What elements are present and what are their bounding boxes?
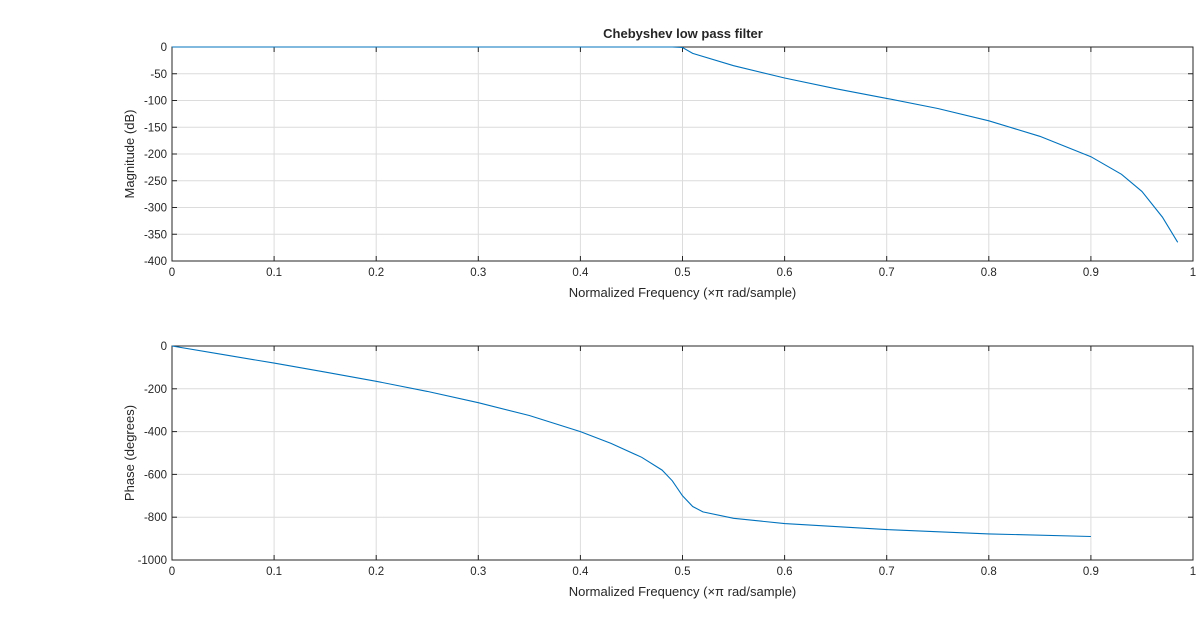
magnitude-y-tick-label: -400 [144, 256, 167, 268]
magnitude-x-tick-label: 0.9 [1083, 267, 1099, 279]
magnitude-x-tick-label: 0.7 [879, 267, 895, 279]
magnitude-y-tick-label: -50 [150, 69, 167, 81]
phase-x-tick-label: 0.3 [470, 566, 486, 578]
phase-x-tick-label: 0.5 [675, 566, 691, 578]
magnitude-x-tick-label: 0.2 [368, 267, 384, 279]
phase-y-tick-label: -600 [144, 469, 167, 481]
phase-x-axis-label: Normalized Frequency (×π rad/sample) [569, 584, 797, 599]
magnitude-y-axis-label: Magnitude (dB) [122, 110, 137, 199]
chart-title: Chebyshev low pass filter [603, 26, 763, 41]
phase-x-tick-label: 0.7 [879, 566, 895, 578]
magnitude-x-tick-label: 0 [169, 267, 175, 279]
phase-x-tick-label: 0.1 [266, 566, 282, 578]
phase-x-tick-label: 0.4 [572, 566, 589, 578]
magnitude-x-tick-label: 0.3 [470, 267, 486, 279]
magnitude-y-tick-label: -350 [144, 229, 167, 241]
phase-y-tick-label: -200 [144, 384, 167, 396]
magnitude-response-line [172, 46, 1179, 243]
magnitude-x-tick-label: 0.4 [572, 267, 589, 279]
magnitude-y-tick-label: -100 [144, 96, 167, 108]
phase-response-line [171, 345, 1091, 538]
phase-y-tick-label: -800 [144, 512, 167, 524]
magnitude-y-tick-label: -300 [144, 203, 167, 215]
magnitude-y-tick-label: -150 [144, 122, 167, 134]
phase-x-tick-label: 0.2 [368, 566, 384, 578]
phase-x-tick-label: 0.8 [981, 566, 997, 578]
magnitude-x-tick-label: 0.8 [981, 267, 997, 279]
magnitude-x-tick-label: 0.5 [675, 267, 691, 279]
phase-x-tick-label: 0.9 [1083, 566, 1099, 578]
phase-x-tick-label: 0 [169, 566, 175, 578]
phase-y-axis-label: Phase (degrees) [122, 405, 137, 501]
phase-x-tick-label: 1 [1190, 566, 1196, 578]
magnitude-x-tick-label: 0.1 [266, 267, 282, 279]
phase-x-tick-label: 0.6 [777, 566, 793, 578]
magnitude-y-tick-label: -200 [144, 149, 167, 161]
magnitude-x-tick-label: 0.6 [777, 267, 793, 279]
phase-y-tick-label: 0 [161, 341, 167, 353]
phase-y-tick-label: -1000 [138, 555, 167, 567]
magnitude-y-tick-label: -250 [144, 176, 167, 188]
phase-axes-frame [171, 345, 1194, 561]
magnitude-y-tick-label: 0 [161, 42, 167, 54]
magnitude-x-tick-label: 1 [1190, 267, 1196, 279]
phase-y-tick-label: -400 [144, 427, 167, 439]
magnitude-x-axis-label: Normalized Frequency (×π rad/sample) [569, 285, 797, 300]
